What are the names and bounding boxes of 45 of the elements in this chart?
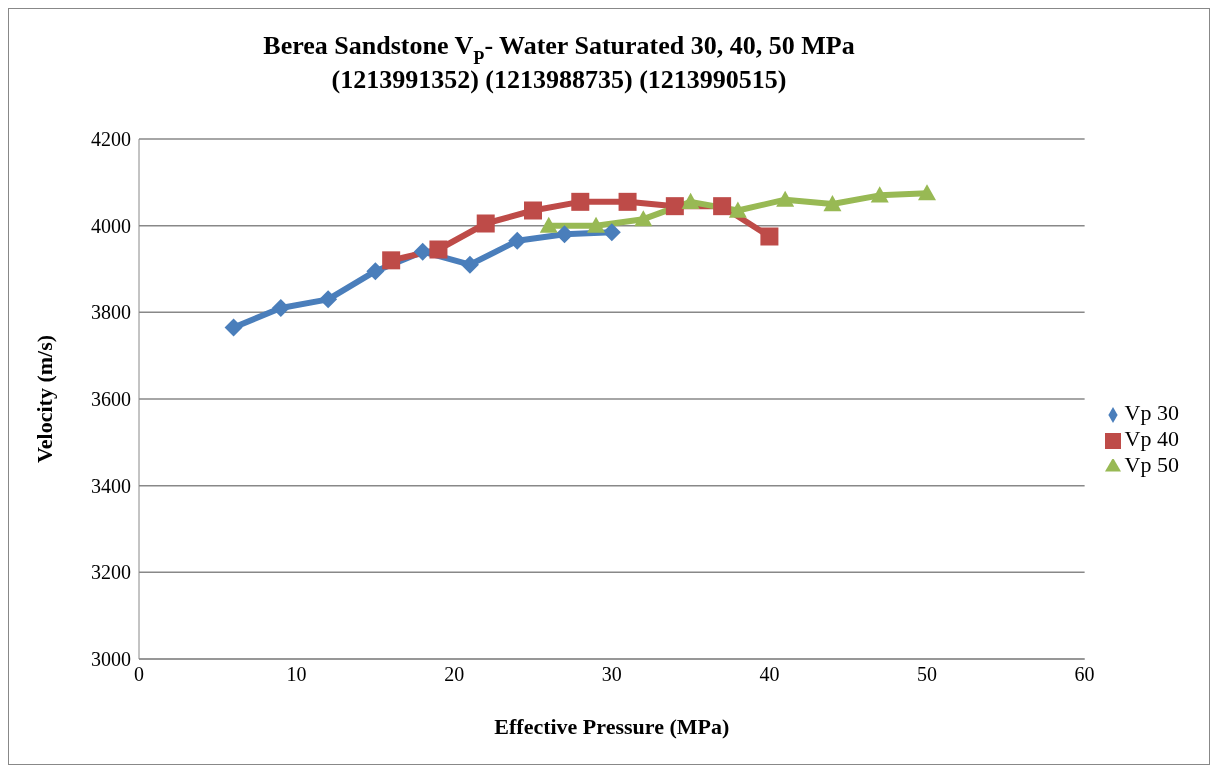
legend-label: Vp 30 xyxy=(1124,400,1179,425)
y-tick-label: 3600 xyxy=(91,388,131,411)
point xyxy=(681,192,700,210)
point xyxy=(823,195,842,212)
point xyxy=(713,197,732,216)
x-tick-label: 50 xyxy=(917,663,938,686)
point xyxy=(429,240,448,259)
point xyxy=(634,210,653,227)
point xyxy=(508,231,527,250)
point xyxy=(870,186,889,203)
y-tick-label: 3000 xyxy=(91,648,131,671)
point xyxy=(776,190,795,207)
point xyxy=(665,197,684,216)
point xyxy=(571,192,590,211)
y-tick-label: 4000 xyxy=(91,214,131,237)
point xyxy=(382,251,401,270)
point xyxy=(271,299,290,317)
point xyxy=(224,318,243,337)
x-tick-label: 30 xyxy=(601,663,622,686)
x-tick-label: 10 xyxy=(286,663,307,686)
point xyxy=(618,192,637,211)
x-tick-label: 0 xyxy=(134,663,144,686)
y-tick-label: 3200 xyxy=(91,561,131,584)
y-tick-label: 3400 xyxy=(91,474,131,497)
legend-label: Vp 40 xyxy=(1124,426,1179,451)
point xyxy=(366,262,385,281)
x-tick-label: 40 xyxy=(759,663,780,686)
point xyxy=(460,255,479,274)
point xyxy=(728,201,747,218)
point xyxy=(319,290,338,309)
y-tick-label: 4200 xyxy=(91,128,131,151)
point xyxy=(539,216,558,233)
x-axis-title: Effective Pressure (MPa) xyxy=(494,714,730,739)
x-tick-label: 20 xyxy=(444,663,465,686)
point xyxy=(524,201,542,220)
legend-label: Vp 50 xyxy=(1124,452,1179,477)
x-tick-label: 60 xyxy=(1074,663,1095,686)
point xyxy=(587,216,606,233)
chart-title: Berea Sandstone V$_{P}$- Water Saturated 30, 40, 50 MPa (1213991352) (1213988735) (1213990515) xyxy=(263,31,855,94)
point xyxy=(413,242,432,261)
point xyxy=(760,227,779,246)
y-tick-label: 3800 xyxy=(91,301,131,324)
point xyxy=(918,184,937,201)
y-axis-title: Velocity (m/s) xyxy=(31,334,57,464)
point xyxy=(476,214,495,233)
